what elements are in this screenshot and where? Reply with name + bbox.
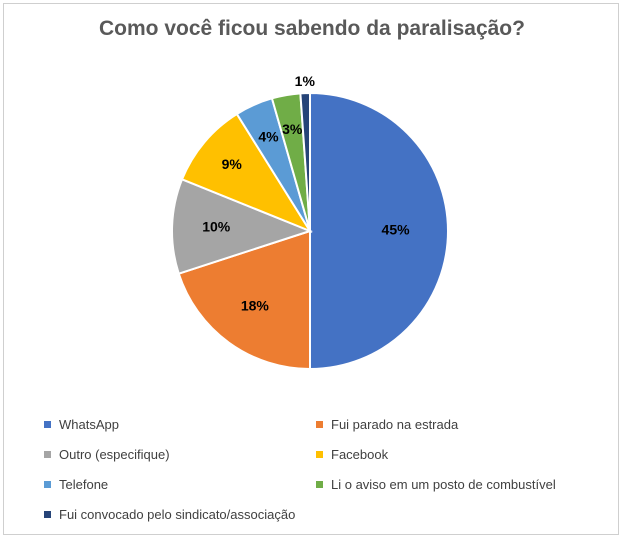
slice-label-2: 18% [241, 298, 270, 314]
slice-label-5: 4% [258, 128, 279, 144]
pie-slice-1 [309, 91, 449, 371]
chart-title: Como você ficou sabendo da paralisação? [99, 17, 525, 40]
slice-label-7: 1% [295, 73, 316, 89]
slice-label-1: 45% [382, 222, 411, 238]
pie-slice-4 [180, 112, 313, 234]
slice-label-3: 10% [202, 218, 231, 234]
pie-slice-3 [171, 178, 313, 275]
pie-slice-2 [177, 229, 311, 371]
slice-label-6: 3% [282, 121, 303, 137]
slice-label-4: 9% [222, 156, 243, 172]
pie-slice-7 [299, 91, 311, 232]
